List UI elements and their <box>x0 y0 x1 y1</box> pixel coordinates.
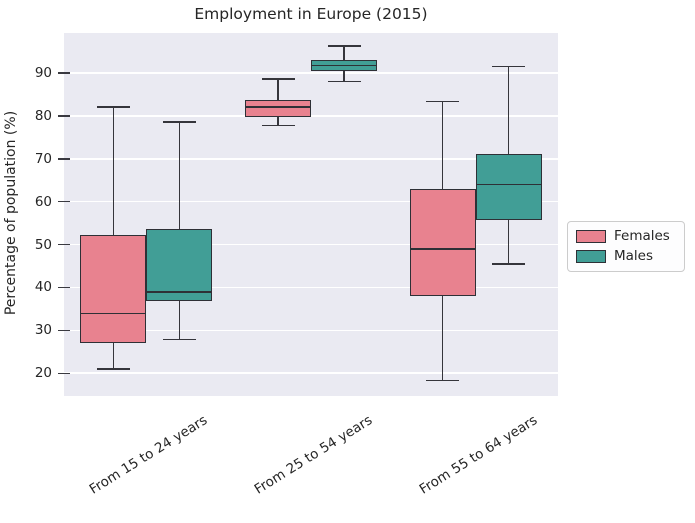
xtick-label-2: From 55 to 64 years <box>416 412 540 498</box>
males-lower-whisker-1 <box>343 70 345 82</box>
males-upper-whisker-1 <box>343 45 345 60</box>
ytick-label-30: 30 <box>34 322 52 339</box>
ytick-mark-90 <box>58 72 70 74</box>
females-upper-whisker-2 <box>441 101 444 190</box>
legend-label-females: Females <box>614 228 670 244</box>
males-lower-whisker-2 <box>507 219 510 264</box>
males-lower-cap-0 <box>162 338 196 341</box>
gridline-60 <box>64 200 558 203</box>
males-median-2 <box>475 183 542 186</box>
females-box-2 <box>409 189 476 296</box>
ytick-mark-30 <box>58 329 70 332</box>
females-lower-whisker-0 <box>112 343 115 369</box>
females-upper-whisker-1 <box>277 78 279 100</box>
females-upper-cap-0 <box>96 106 130 108</box>
legend-item-females: Females <box>576 228 676 245</box>
ytick-label-50: 50 <box>34 236 52 253</box>
females-lower-whisker-2 <box>441 296 444 381</box>
males-upper-cap-2 <box>492 65 526 68</box>
males-median-1 <box>311 64 377 67</box>
females-lower-cap-1 <box>261 124 295 126</box>
males-lower-cap-1 <box>327 80 361 83</box>
males-upper-whisker-2 <box>507 66 510 155</box>
ytick-mark-60 <box>58 200 70 203</box>
males-upper-cap-1 <box>327 45 361 47</box>
gridline-40 <box>64 286 558 289</box>
legend: Females Males <box>567 221 685 272</box>
males-lower-whisker-0 <box>178 300 181 340</box>
females-upper-whisker-0 <box>112 107 115 235</box>
males-color-swatch <box>576 250 606 263</box>
ytick-label-40: 40 <box>34 279 52 296</box>
males-box-0 <box>146 228 213 301</box>
females-lower-cap-0 <box>96 368 130 370</box>
gridline-50 <box>64 243 558 246</box>
ytick-label-90: 90 <box>34 64 52 81</box>
females-median-0 <box>80 312 147 315</box>
females-lower-cap-2 <box>426 379 460 382</box>
gridline-30 <box>64 329 558 332</box>
ytick-mark-80 <box>58 115 70 117</box>
ytick-mark-40 <box>58 286 70 289</box>
females-color-swatch <box>576 230 606 243</box>
males-lower-cap-2 <box>492 263 526 265</box>
ytick-label-80: 80 <box>34 107 52 124</box>
legend-label-males: Males <box>614 248 654 264</box>
females-median-1 <box>245 106 311 108</box>
gridline-90 <box>64 72 558 74</box>
xtick-label-1: From 25 to 54 years <box>251 412 376 498</box>
males-box-2 <box>475 154 542 220</box>
ytick-label-20: 20 <box>34 365 52 382</box>
ytick-label-70: 70 <box>34 150 52 167</box>
females-median-2 <box>409 248 476 250</box>
males-median-0 <box>146 290 213 293</box>
ytick-mark-50 <box>58 243 70 246</box>
ytick-mark-70 <box>58 158 70 160</box>
chart-title: Employment in Europe (2015) <box>194 5 428 23</box>
gridline-20 <box>64 372 558 375</box>
ytick-label-60: 60 <box>34 193 52 210</box>
males-upper-whisker-0 <box>178 122 181 229</box>
ytick-mark-20 <box>58 372 70 375</box>
plot-area <box>64 33 558 396</box>
legend-item-males: Males <box>576 248 676 265</box>
females-box-0 <box>80 234 147 344</box>
xtick-label-0: From 15 to 24 years <box>87 412 211 498</box>
females-upper-cap-2 <box>426 100 460 103</box>
females-box-1 <box>245 99 311 118</box>
females-upper-cap-1 <box>261 78 295 80</box>
gridline-80 <box>64 115 558 117</box>
females-lower-whisker-1 <box>277 117 279 126</box>
males-upper-cap-0 <box>162 121 196 123</box>
gridline-70 <box>64 157 558 160</box>
